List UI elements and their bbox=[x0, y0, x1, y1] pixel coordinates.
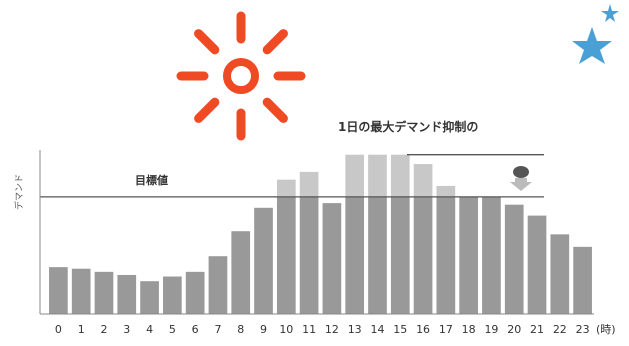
moon-with-stars-icon bbox=[511, 4, 627, 129]
x-tick-label: 21 bbox=[530, 323, 544, 336]
x-tick-label: 14 bbox=[370, 323, 384, 336]
x-tick-label: 12 bbox=[325, 323, 339, 336]
bar-13 bbox=[345, 196, 365, 314]
bar-21 bbox=[527, 215, 547, 314]
bar-0 bbox=[49, 267, 68, 314]
bar-2 bbox=[94, 271, 114, 314]
bar-10 bbox=[276, 196, 296, 314]
bar-excess-11 bbox=[299, 171, 319, 197]
sun-ray bbox=[194, 97, 220, 123]
x-tick-label: 10 bbox=[279, 323, 293, 336]
bar-14 bbox=[368, 196, 387, 314]
x-tick-label: 17 bbox=[439, 323, 453, 336]
bar-1 bbox=[71, 268, 91, 314]
x-tick-label: 4 bbox=[146, 323, 153, 336]
bar-6 bbox=[185, 271, 205, 314]
x-tick-label: 7 bbox=[214, 323, 221, 336]
x-tick-label: 15 bbox=[393, 323, 407, 336]
bar-20 bbox=[504, 204, 524, 314]
bar-15 bbox=[390, 196, 410, 314]
x-tick-label: 8 bbox=[237, 323, 244, 336]
x-tick-label: 6 bbox=[192, 323, 199, 336]
bar-excess-17 bbox=[436, 185, 456, 197]
x-unit-label: (時) bbox=[596, 323, 616, 336]
bar-16 bbox=[413, 196, 433, 314]
chart-title: 1日の最大デマンド抑制の bbox=[338, 119, 478, 134]
sun-ray bbox=[194, 29, 220, 55]
bar-4 bbox=[140, 281, 159, 314]
bars-group bbox=[49, 154, 592, 314]
y-axis-label: デマンド bbox=[13, 174, 25, 210]
bar-17 bbox=[436, 196, 456, 314]
x-tick-label: 11 bbox=[302, 323, 316, 336]
x-tick-label: 13 bbox=[348, 323, 362, 336]
small-star-icon bbox=[601, 4, 619, 22]
bar-11 bbox=[299, 196, 319, 314]
reference-lines-group bbox=[40, 154, 544, 198]
bar-23 bbox=[573, 246, 592, 314]
sun-ray bbox=[262, 97, 288, 123]
x-tick-label: 9 bbox=[260, 323, 267, 336]
bar-excess-10 bbox=[276, 179, 296, 197]
bar-excess-16 bbox=[413, 164, 433, 197]
x-tick-label: 3 bbox=[123, 323, 130, 336]
bar-3 bbox=[117, 274, 137, 314]
bar-8 bbox=[231, 231, 251, 314]
sun-icon bbox=[176, 11, 306, 141]
x-tick-label: 1 bbox=[78, 323, 85, 336]
bar-18 bbox=[459, 196, 478, 314]
x-tick-label: 18 bbox=[462, 323, 476, 336]
bar-7 bbox=[208, 256, 228, 314]
bar-22 bbox=[550, 234, 570, 314]
x-tick-label: 22 bbox=[553, 323, 567, 336]
x-tick-label: 0 bbox=[55, 323, 62, 336]
bar-9 bbox=[254, 207, 273, 314]
x-tick-label: 2 bbox=[100, 323, 107, 336]
x-tick-label: 19 bbox=[484, 323, 498, 336]
x-tick-label: 20 bbox=[507, 323, 521, 336]
sun-ray bbox=[262, 29, 288, 55]
reduction-arrow-icon bbox=[510, 166, 532, 191]
bar-5 bbox=[163, 276, 182, 314]
target-label: 目標値 bbox=[135, 173, 168, 187]
x-tick-label: 5 bbox=[169, 323, 176, 336]
bar-excess-14 bbox=[368, 154, 387, 197]
large-star-icon bbox=[572, 27, 612, 64]
bar-19 bbox=[482, 196, 501, 314]
x-tick-label: 16 bbox=[416, 323, 430, 336]
bar-12 bbox=[322, 203, 342, 314]
bar-excess-13 bbox=[345, 154, 365, 197]
x-tick-label: 23 bbox=[576, 323, 590, 336]
bar-excess-15 bbox=[390, 154, 410, 197]
axis-group: 0 1 2 3 4 5 6 7 8 9 10 11 12 13 14 15 16 17 18 19 20 21 22 23 bbox=[39, 150, 594, 336]
